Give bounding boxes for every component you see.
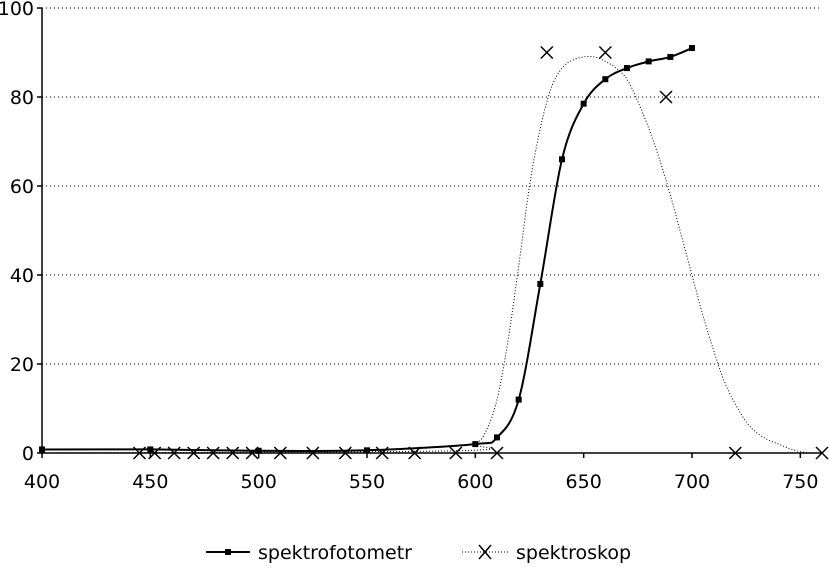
x-tick-labels: 400 450 500 550 600 650 700 750: [24, 453, 818, 493]
point-spektrofotometr: [580, 100, 587, 107]
point-spektrofotometr: [624, 65, 630, 72]
point-spektrofotometr: [515, 396, 522, 403]
series-line-spektroskop: [41, 55, 823, 454]
point-spektroskop: [306, 446, 320, 460]
point-spektroskop: [659, 90, 673, 104]
point-spektrofotometr: [559, 156, 565, 163]
point-spektrofotometr: [472, 441, 479, 448]
grid-lines: [42, 7, 822, 365]
point-spektrofotometr: [147, 446, 154, 453]
x-tick-label: 750: [782, 471, 818, 493]
x-tick-label: 450: [132, 471, 168, 493]
legend: spektrofotometr spektroskop: [206, 542, 631, 564]
point-spektroskop: [273, 446, 287, 460]
point-spektrofotometr: [39, 446, 45, 453]
series: [39, 45, 829, 460]
x-tick-label: 400: [24, 471, 60, 493]
point-spektrofotometr: [494, 434, 500, 441]
x-tick-label: 550: [349, 471, 385, 493]
x-tick-label: 650: [566, 471, 602, 493]
y-tick-label: 60: [10, 176, 34, 198]
point-spektroskop: [226, 446, 240, 460]
x-tick-label: 500: [241, 471, 277, 493]
point-spektroskop: [338, 446, 352, 460]
x-tick-label: 700: [674, 471, 710, 493]
point-spektroskop: [206, 446, 220, 460]
point-spektrofotometr: [364, 447, 370, 454]
y-tick-label: 40: [10, 265, 34, 287]
series-line-spektrofotometr: [41, 47, 693, 452]
point-spektroskop: [449, 446, 463, 460]
point-spektrofotometr: [667, 53, 674, 60]
legend-marker-spektrofotometr: [225, 549, 231, 555]
series-spektroskop: [41, 45, 829, 460]
series-spektrofotometr: [39, 45, 695, 454]
point-spektroskop: [598, 45, 612, 60]
legend-item-spektroskop: spektroskop: [462, 542, 631, 564]
point-spektroskop: [490, 446, 504, 460]
x-tick-label: 600: [457, 471, 493, 493]
legend-label-spektrofotometr: spektrofotometr: [258, 542, 412, 564]
point-spektroskop: [728, 446, 742, 460]
point-spektrofotometr: [537, 280, 544, 287]
point-spektrofotometr: [645, 58, 652, 65]
point-spektroskop: [815, 446, 829, 460]
y-tick-label: 20: [10, 354, 34, 376]
point-spektrofotometr: [602, 76, 609, 83]
point-spektrofotometr: [255, 447, 262, 454]
y-tick-label: 100: [0, 0, 34, 20]
y-tick-label: 0: [22, 443, 34, 465]
axes: [41, 8, 822, 454]
y-tick-labels: 0 20 40 60 80 100: [0, 0, 42, 465]
y-tick-label: 80: [10, 87, 34, 109]
point-spektroskop: [540, 45, 554, 60]
legend-item-spektrofotometr: spektrofotometr: [206, 542, 412, 564]
point-spektrofotometr: [689, 45, 695, 52]
legend-marker-spektroskop: [478, 544, 492, 560]
legend-label-spektroskop: spektroskop: [516, 542, 631, 564]
